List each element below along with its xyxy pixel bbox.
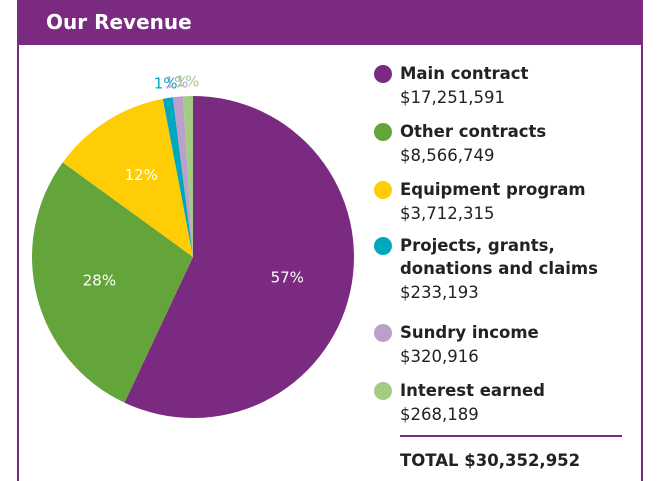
pie-slice bbox=[31, 162, 194, 403]
legend-item: Sundry income $320,916 bbox=[374, 321, 624, 369]
header: Our Revenue bbox=[17, 0, 643, 45]
slice-label: 12% bbox=[125, 166, 158, 184]
legend-item: Main contract $17,251,591 bbox=[374, 62, 624, 110]
frame-left bbox=[17, 45, 19, 481]
legend-amount: $8,566,749 bbox=[400, 146, 495, 165]
legend-amount: $268,189 bbox=[400, 405, 479, 424]
total: TOTAL $30,352,952 bbox=[400, 451, 581, 470]
total-rule bbox=[400, 435, 622, 437]
slice-label: 1% bbox=[176, 73, 200, 91]
legend-item: Projects, grants, donations and claims $2… bbox=[374, 234, 624, 305]
legend-amount: $17,251,591 bbox=[400, 88, 505, 107]
legend-swatch bbox=[374, 123, 392, 141]
pie-slice bbox=[62, 98, 194, 258]
legend-swatch bbox=[374, 237, 392, 255]
legend-amount: $233,193 bbox=[400, 283, 479, 302]
legend-label: Sundry income bbox=[400, 323, 539, 342]
legend-label: Equipment program bbox=[400, 180, 586, 199]
legend-label: Main contract bbox=[400, 64, 529, 83]
slice-label: 28% bbox=[83, 272, 116, 290]
slice-label: 57% bbox=[271, 269, 304, 287]
legend-swatch bbox=[374, 382, 392, 400]
legend-swatch bbox=[374, 65, 392, 83]
header-title: Our Revenue bbox=[46, 10, 192, 34]
legend-amount: $320,916 bbox=[400, 347, 479, 366]
legend-label: Projects, grants, donations and claims bbox=[400, 236, 598, 278]
legend-amount: $3,712,315 bbox=[400, 204, 495, 223]
pie-slice bbox=[162, 97, 193, 257]
frame-right bbox=[641, 45, 643, 481]
legend-item: Other contracts $8,566,749 bbox=[374, 120, 624, 168]
slice-label: 1% bbox=[165, 73, 189, 91]
legend-swatch bbox=[374, 324, 392, 342]
legend-label: Other contracts bbox=[400, 122, 547, 141]
legend-label: Interest earned bbox=[400, 381, 545, 400]
pie-slice bbox=[172, 96, 193, 258]
pie-slice bbox=[124, 96, 354, 418]
slice-label: 1% bbox=[154, 75, 178, 93]
legend-swatch bbox=[374, 181, 392, 199]
pie-slice bbox=[182, 96, 193, 257]
pie-chart: 57% 28% 12% 1%1%1% bbox=[31, 73, 354, 418]
legend-item: Equipment program $3,712,315 bbox=[374, 178, 624, 226]
legend-item: Interest earned $268,189 bbox=[374, 379, 624, 427]
